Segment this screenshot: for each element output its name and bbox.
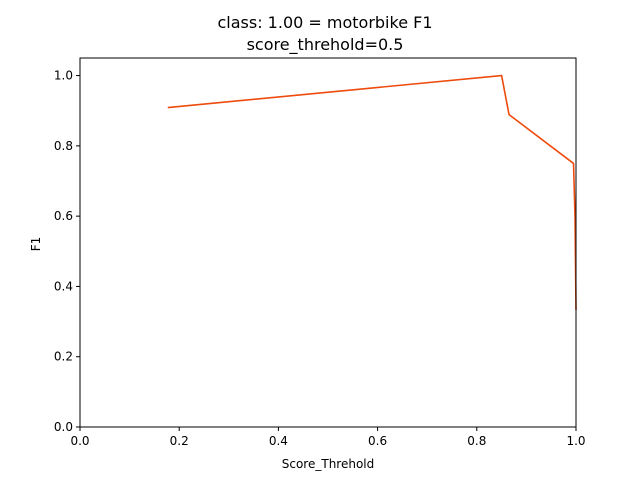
- x-tick-label: 0.0: [70, 434, 89, 448]
- x-axis-label: Score_Threhold: [282, 457, 375, 471]
- chart-title: class: 1.00 = motorbike F1: [217, 13, 432, 32]
- plot-area: [167, 74, 577, 310]
- y-tick-label: 0.8: [54, 139, 73, 153]
- y-tick-label: 0.2: [54, 350, 73, 364]
- y-axis-label: F1: [29, 237, 43, 252]
- x-tick-label: 0.4: [269, 434, 288, 448]
- x-tick-label: 1.0: [566, 434, 585, 448]
- x-axis: 0.0 0.2 0.4 0.6 0.8 1.0: [70, 427, 586, 448]
- f1-series-line: [167, 74, 577, 310]
- y-axis: 0.0 0.2 0.4 0.6 0.8 1.0: [54, 69, 80, 434]
- y-tick-label: 0.6: [54, 209, 73, 223]
- y-tick-label: 1.0: [54, 69, 73, 83]
- x-tick-label: 0.2: [170, 434, 189, 448]
- y-tick-label: 0.4: [54, 279, 73, 293]
- plot-frame: [79, 57, 577, 428]
- chart-subtitle: score_threhold=0.5: [247, 35, 404, 55]
- y-tick-label: 0.0: [54, 420, 73, 434]
- x-tick-label: 0.8: [467, 434, 486, 448]
- x-tick-label: 0.6: [368, 434, 387, 448]
